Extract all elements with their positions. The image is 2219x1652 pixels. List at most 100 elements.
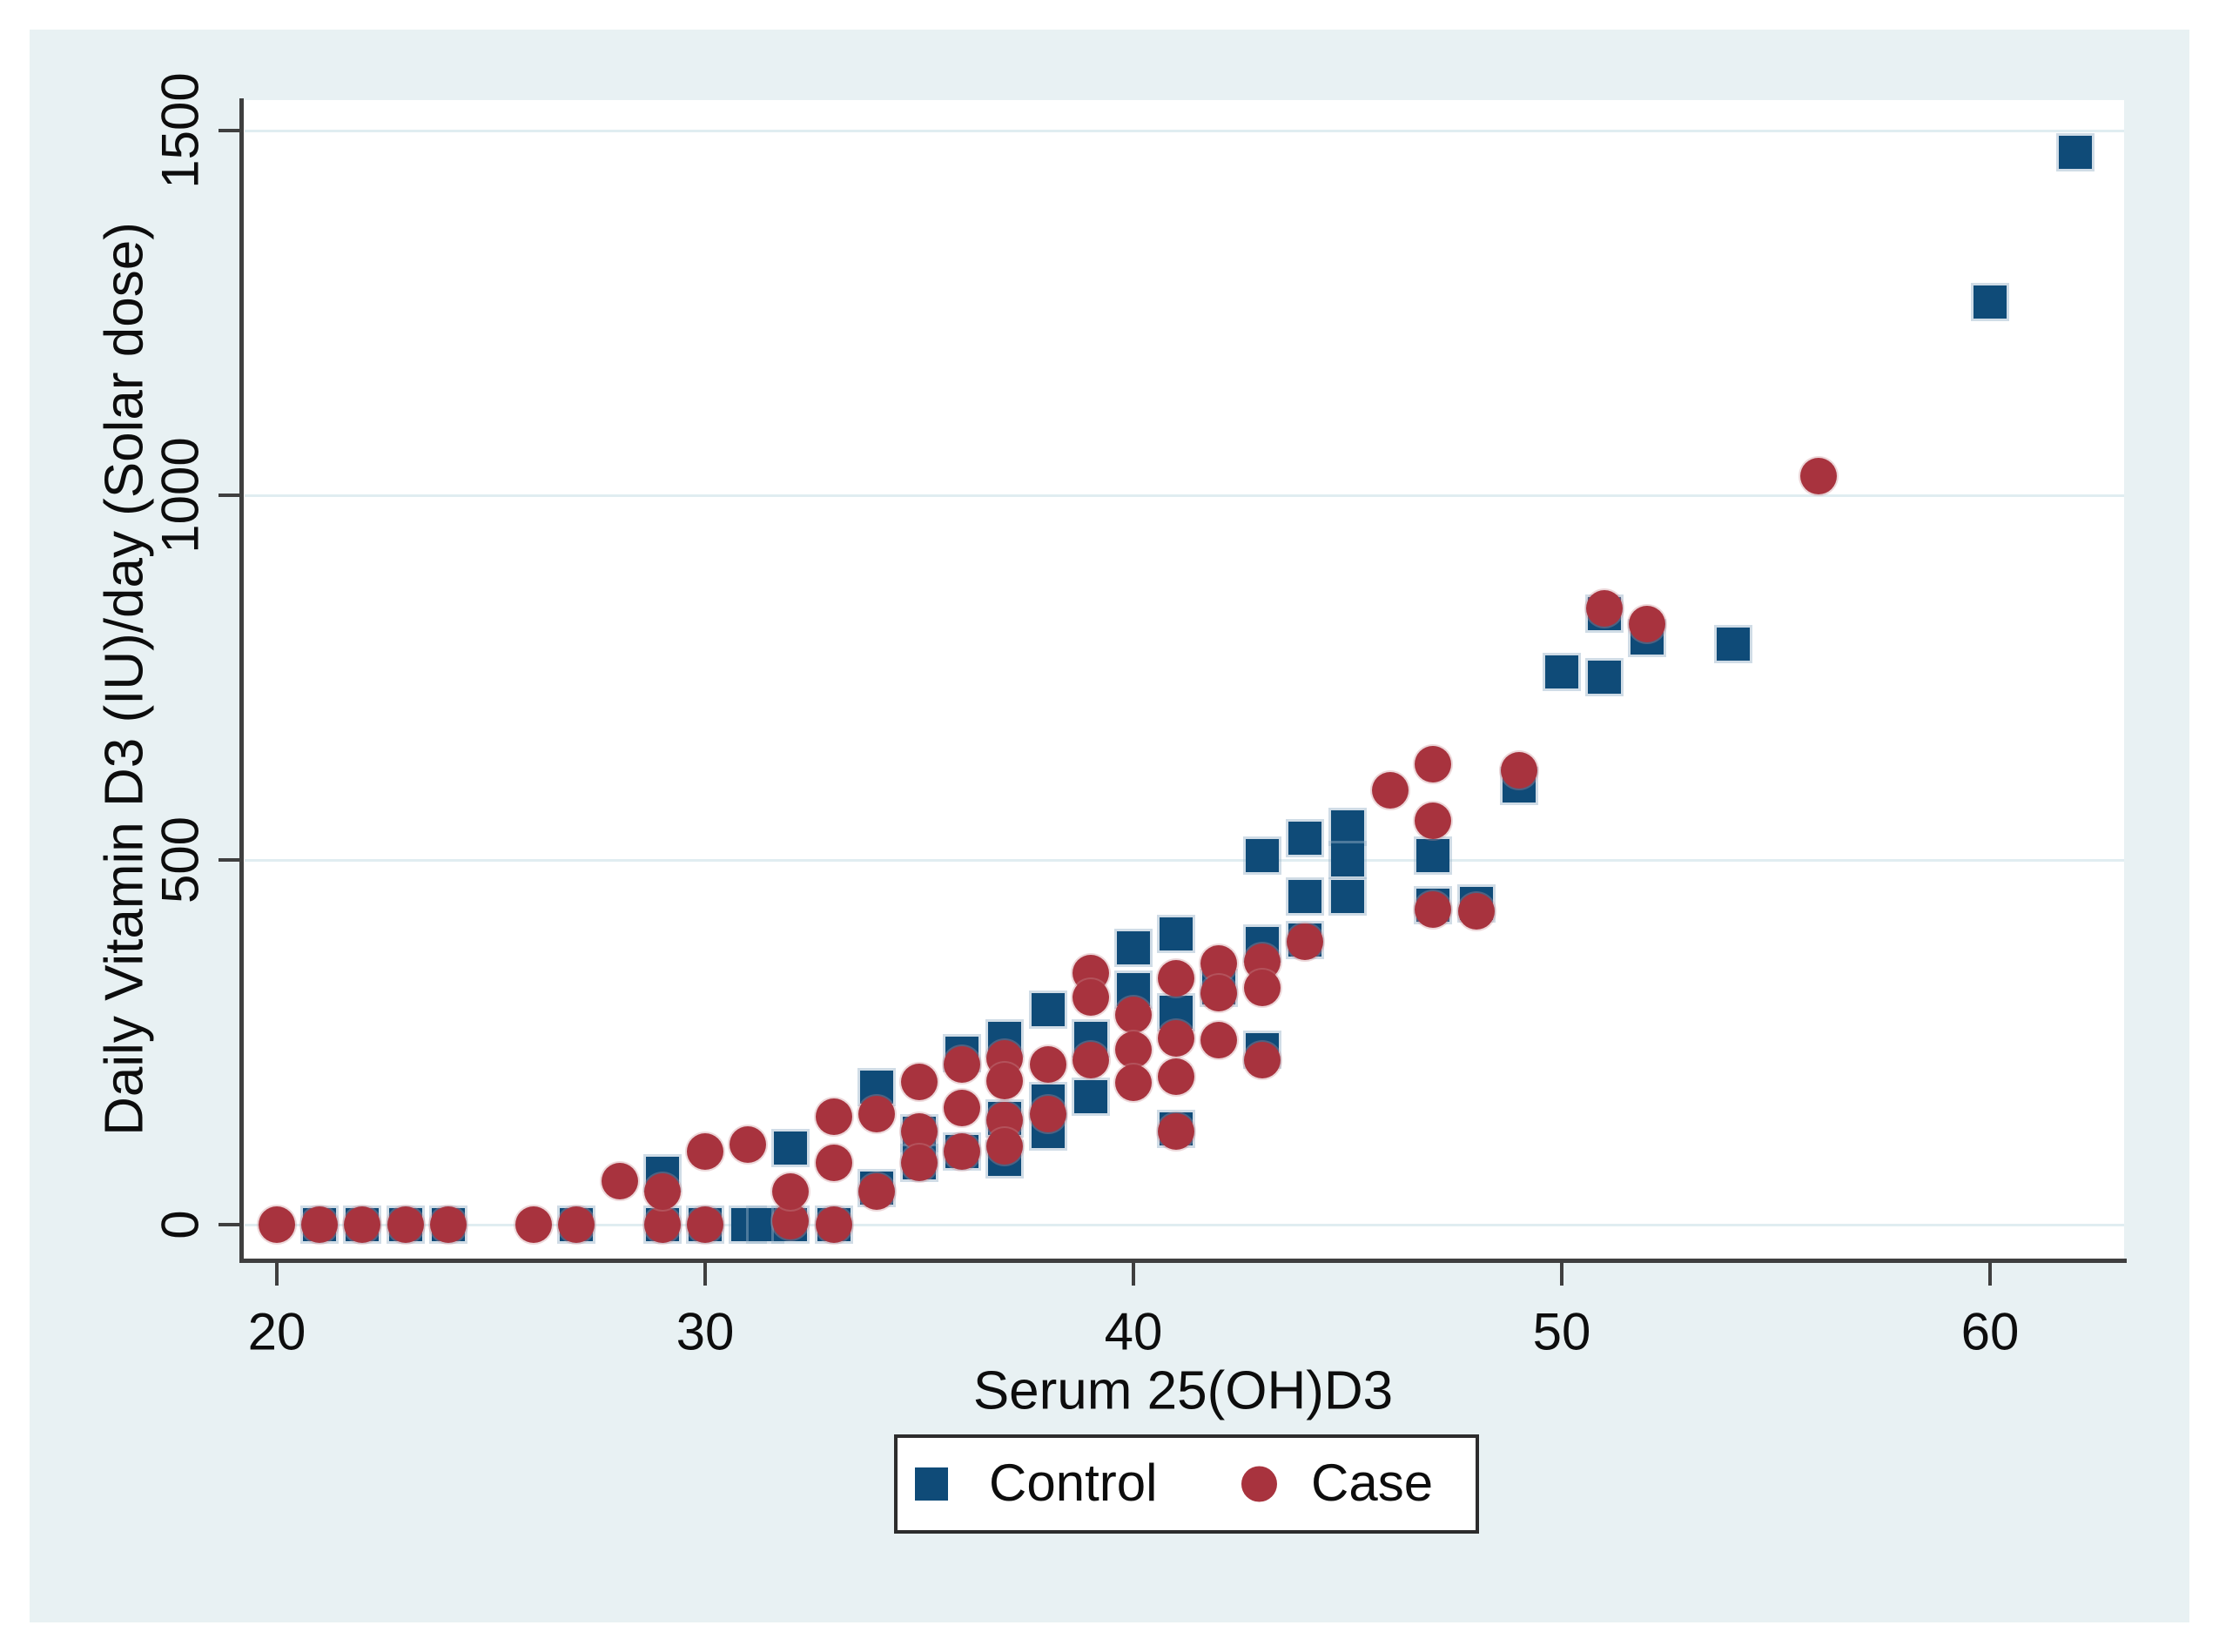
case-point (857, 1095, 895, 1132)
x-tick-40 (1132, 1263, 1135, 1286)
case-point (1415, 890, 1452, 928)
case-point (1072, 978, 1109, 1016)
control-point (774, 1132, 808, 1165)
control-point (1117, 930, 1150, 964)
case-point (558, 1206, 595, 1243)
x-axis-title: Serum 25(OH)D3 (972, 1360, 1394, 1421)
case-point (944, 1089, 981, 1126)
case-point (944, 1133, 981, 1171)
y-tick-label-1000: 1000 (151, 437, 210, 554)
y-axis-title: Daily Vitamin D3 (IU)/day (Solar dose) (94, 222, 155, 1136)
legend-label-case: Case (1311, 1454, 1434, 1513)
control-point (1288, 879, 1321, 913)
gridline-y-1500 (245, 129, 2124, 132)
y-tick-label-500: 500 (151, 816, 210, 904)
gridline-y-500 (245, 858, 2124, 862)
case-point (1158, 1058, 1195, 1095)
case-point (687, 1206, 723, 1243)
x-tick-50 (1560, 1263, 1563, 1286)
case-point (344, 1206, 381, 1243)
case-point (857, 1173, 895, 1211)
legend-label-control: Control (989, 1454, 1158, 1513)
case-point (1158, 1112, 1195, 1150)
legend: Control Case (894, 1434, 1479, 1534)
case-point (944, 1045, 981, 1083)
case-point (1457, 892, 1495, 930)
case-point (1800, 458, 1838, 495)
x-tick-60 (1988, 1263, 1992, 1286)
case-point (1243, 1042, 1281, 1079)
control-point (1160, 917, 1194, 951)
case-point (901, 1144, 938, 1181)
case-point (730, 1125, 767, 1163)
control-point (2059, 136, 2093, 170)
control-point (1031, 992, 1065, 1026)
case-point (1243, 969, 1281, 1006)
y-tick-1000 (219, 494, 240, 497)
case-point (643, 1173, 681, 1211)
case-point (1072, 1042, 1109, 1079)
control-point (1716, 627, 1750, 661)
case-point (1586, 589, 1624, 627)
case-point (429, 1206, 467, 1243)
case-point (986, 1062, 1024, 1099)
case-point (1115, 1064, 1152, 1101)
case-point (1029, 1095, 1066, 1132)
case-point (1029, 1045, 1066, 1083)
control-point (1288, 821, 1321, 855)
case-point (1372, 772, 1409, 809)
case-point (1500, 751, 1537, 789)
x-tick-label-40: 40 (1104, 1302, 1163, 1361)
y-axis-line (239, 98, 244, 1263)
control-point (1416, 838, 1450, 872)
case-point (1115, 1031, 1152, 1068)
case-point (815, 1144, 852, 1181)
case-point (1286, 923, 1323, 960)
control-point (1974, 285, 2007, 319)
case-point (1415, 802, 1452, 839)
case-point (1115, 996, 1152, 1033)
control-point (1545, 655, 1578, 688)
case-point (901, 1063, 938, 1100)
case-point (387, 1206, 424, 1243)
control-point (1073, 1080, 1107, 1114)
case-point (601, 1162, 638, 1199)
case-point (1629, 606, 1666, 643)
x-tick-30 (703, 1263, 707, 1286)
x-tick-label-30: 30 (676, 1302, 735, 1361)
case-point (301, 1206, 339, 1243)
case-point (815, 1098, 852, 1135)
case-point (515, 1206, 553, 1243)
legend-marker-control-square-icon (915, 1467, 948, 1501)
case-point (1415, 746, 1452, 783)
case-point (643, 1206, 681, 1243)
y-tick-label-0: 0 (151, 1210, 210, 1239)
case-point (986, 1128, 1024, 1165)
case-point (772, 1173, 810, 1211)
case-point (901, 1112, 938, 1150)
gridline-y-1000 (245, 494, 2124, 497)
case-point (815, 1206, 852, 1243)
case-point (687, 1133, 723, 1171)
y-tick-500 (219, 858, 240, 862)
y-tick-label-1500: 1500 (151, 72, 210, 189)
control-point (1331, 810, 1364, 844)
legend-marker-case-circle-icon (1241, 1466, 1277, 1502)
case-point (1200, 1021, 1238, 1058)
y-tick-1500 (219, 129, 240, 132)
x-tick-20 (275, 1263, 279, 1286)
x-tick-label-60: 60 (1960, 1302, 2020, 1361)
x-tick-label-20: 20 (247, 1302, 306, 1361)
gridline-y-0 (245, 1223, 2124, 1226)
x-tick-label-50: 50 (1532, 1302, 1591, 1361)
control-point (1331, 879, 1364, 913)
control-point (1245, 838, 1279, 872)
y-tick-0 (219, 1223, 240, 1226)
x-axis-line (239, 1259, 2127, 1263)
case-point (1158, 1020, 1195, 1058)
case-point (259, 1206, 295, 1243)
control-point (1588, 660, 1622, 694)
control-point (1331, 843, 1364, 876)
case-point (1200, 974, 1238, 1011)
